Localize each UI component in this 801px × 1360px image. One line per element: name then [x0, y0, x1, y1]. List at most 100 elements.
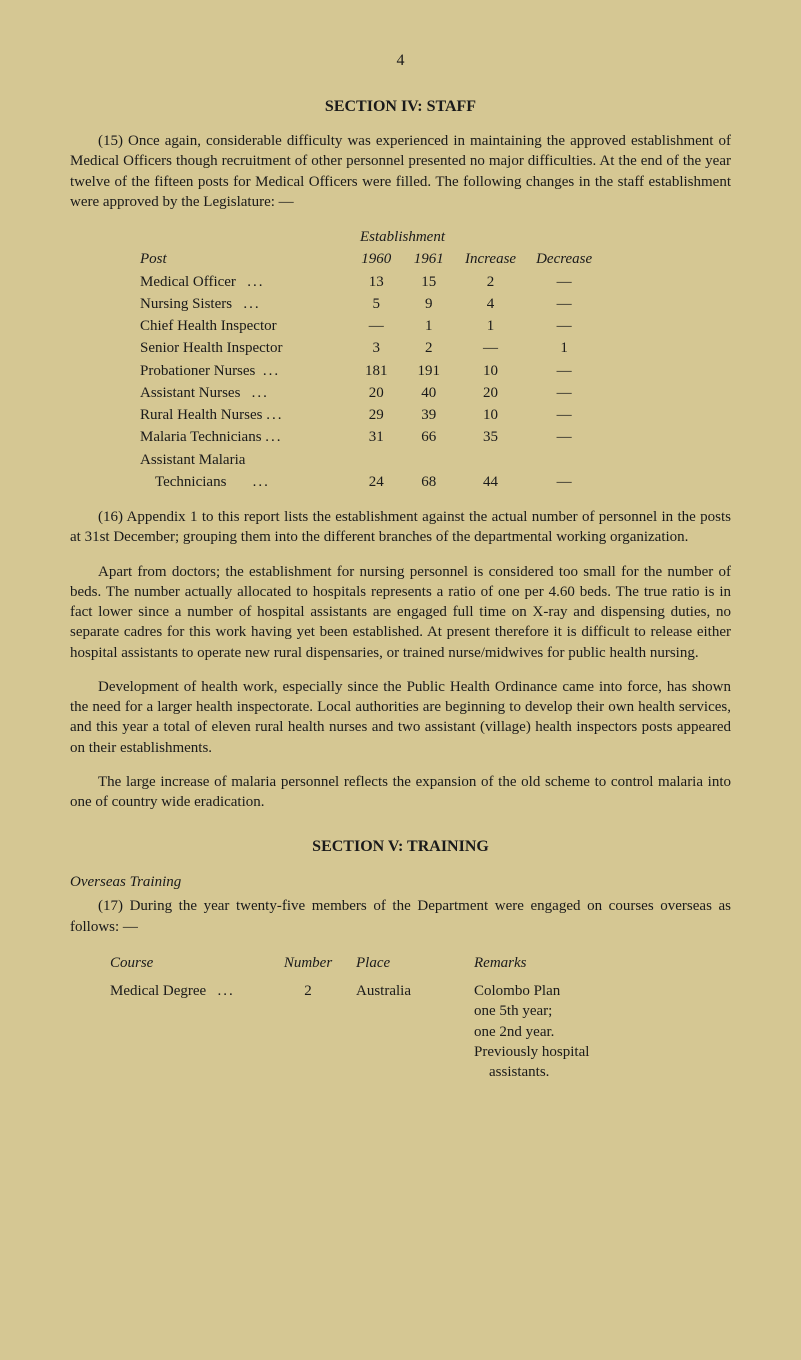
blank-cell [455, 226, 526, 248]
decrease: — [526, 315, 602, 337]
remarks-line: one 5th year; [474, 1001, 589, 1021]
ellipsis: ... [263, 363, 280, 379]
para-large-increase: The large increase of malaria personnel … [70, 772, 731, 813]
y1960: 13 [350, 271, 403, 293]
ellipsis: ... [252, 385, 269, 401]
table-superheader-row: Establishment [140, 226, 602, 248]
increase: 1 [455, 315, 526, 337]
y1961 [403, 449, 456, 471]
increase: 10 [455, 360, 526, 382]
increase: 44 [455, 471, 526, 493]
number-cell: 2 [278, 979, 356, 1084]
increase [455, 449, 526, 471]
post-cell: Nursing Sisters [140, 296, 232, 312]
increase: 20 [455, 382, 526, 404]
col-number: Number [278, 951, 356, 979]
y1960: 181 [350, 360, 403, 382]
y1961: 1 [403, 315, 456, 337]
y1961: 15 [403, 271, 456, 293]
y1961: 2 [403, 337, 456, 359]
post-cell: Assistant Malaria [140, 452, 245, 468]
decrease [526, 449, 602, 471]
table-row: Technicians ... 246844— [140, 471, 602, 493]
col-1961: 1961 [403, 248, 456, 270]
increase: 4 [455, 293, 526, 315]
ellipsis: ... [247, 274, 264, 290]
remarks-line: Previously hospital [474, 1042, 589, 1062]
y1960: 5 [350, 293, 403, 315]
decrease: — [526, 293, 602, 315]
y1960: — [350, 315, 403, 337]
course-text: Medical Degree [110, 983, 206, 999]
table-row: Nursing Sisters ... 594— [140, 293, 602, 315]
y1960: 29 [350, 404, 403, 426]
y1960: 20 [350, 382, 403, 404]
decrease: — [526, 404, 602, 426]
col-course: Course [110, 951, 278, 979]
y1961: 40 [403, 382, 456, 404]
col-increase: Increase [455, 248, 526, 270]
y1960 [350, 449, 403, 471]
section-v-heading: SECTION V: TRAINING [70, 836, 731, 858]
overseas-training-subhead: Overseas Training [70, 872, 731, 892]
place-cell: Australia [356, 979, 474, 1084]
blank-cell [526, 226, 602, 248]
blank-cell [140, 226, 350, 248]
ellipsis: ... [266, 407, 283, 423]
table-row: Medical Degree ... 2 Australia Colombo P… [110, 979, 607, 1084]
col-remarks: Remarks [474, 951, 607, 979]
ellipsis: ... [253, 474, 270, 490]
y1961: 39 [403, 404, 456, 426]
post-cell: Malaria Technicians [140, 429, 262, 445]
decrease: — [526, 382, 602, 404]
post-cell: Assistant Nurses [140, 385, 240, 401]
col-place: Place [356, 951, 474, 979]
para-apart: Apart from doctors; the establishment fo… [70, 562, 731, 663]
increase: — [455, 337, 526, 359]
y1961: 66 [403, 426, 456, 448]
decrease: — [526, 360, 602, 382]
decrease: — [526, 471, 602, 493]
increase: 2 [455, 271, 526, 293]
table-row: Senior Health Inspector32—1 [140, 337, 602, 359]
establishment-table: Establishment Post 1960 1961 Increase De… [140, 226, 602, 493]
ellipsis: ... [217, 983, 234, 999]
remarks-cell: Colombo Plan one 5th year; one 2nd year.… [474, 979, 607, 1084]
remarks-line: Colombo Plan [474, 981, 589, 1001]
section-iv-heading: SECTION IV: STAFF [70, 96, 731, 118]
para-17: (17) During the year twenty-five members… [70, 896, 731, 937]
course-cell: Medical Degree ... [110, 979, 278, 1084]
table-row: Medical Officer ... 13152— [140, 271, 602, 293]
y1961: 68 [403, 471, 456, 493]
increase: 10 [455, 404, 526, 426]
ellipsis: ... [243, 296, 260, 312]
post-cell: Rural Health Nurses [140, 407, 262, 423]
table-row: Assistant Malaria [140, 449, 602, 471]
ellipsis: ... [265, 429, 282, 445]
post-cell: Chief Health Inspector [140, 318, 277, 334]
y1960: 24 [350, 471, 403, 493]
para-development: Development of health work, especially s… [70, 677, 731, 758]
increase: 35 [455, 426, 526, 448]
table-header-row: Course Number Place Remarks [110, 951, 607, 979]
para-15: (15) Once again, considerable difficulty… [70, 131, 731, 212]
table-header-row: Post 1960 1961 Increase Decrease [140, 248, 602, 270]
course-table: Course Number Place Remarks Medical Degr… [110, 951, 607, 1085]
y1961: 9 [403, 293, 456, 315]
y1960: 3 [350, 337, 403, 359]
table-row: Rural Health Nurses ... 293910— [140, 404, 602, 426]
table-row: Malaria Technicians ... 316635— [140, 426, 602, 448]
para-16: (16) Appendix 1 to this report lists the… [70, 507, 731, 548]
decrease: — [526, 271, 602, 293]
col-1960: 1960 [350, 248, 403, 270]
remarks-line: assistants. [474, 1062, 589, 1082]
post-cell: Probationer Nurses [140, 363, 255, 379]
post-cell: Medical Officer [140, 274, 236, 290]
decrease: — [526, 426, 602, 448]
post-cell: Senior Health Inspector [140, 340, 282, 356]
page-number: 4 [70, 50, 731, 72]
y1961: 191 [403, 360, 456, 382]
y1960: 31 [350, 426, 403, 448]
establishment-superheader: Establishment [350, 226, 455, 248]
post-cell: Technicians [140, 474, 226, 490]
